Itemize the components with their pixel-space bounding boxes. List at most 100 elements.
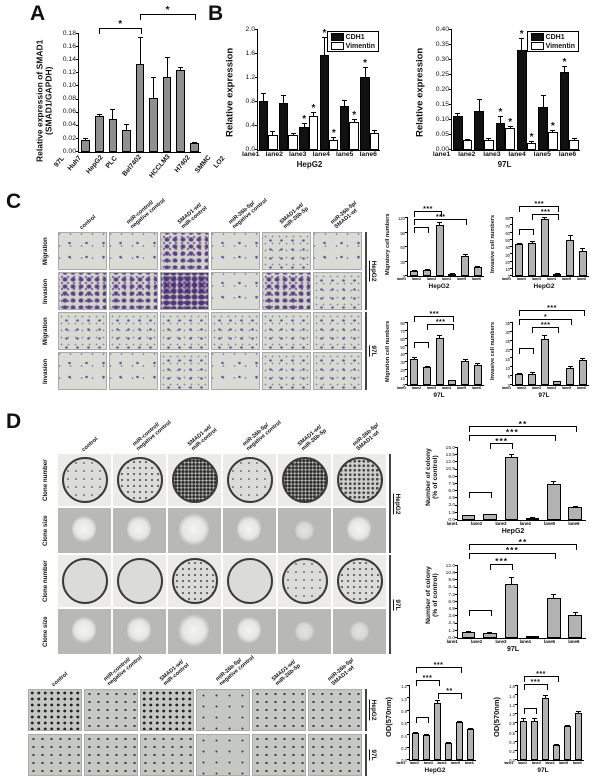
bar	[455, 722, 464, 760]
error-bar	[123, 124, 129, 131]
error-bar	[475, 266, 481, 268]
row-label	[12, 689, 26, 731]
bar	[452, 115, 463, 150]
significance-bracket	[414, 227, 429, 234]
y-tick-mark	[515, 712, 518, 714]
bar-group	[551, 323, 564, 385]
y-tick-label: 7.2	[448, 592, 455, 598]
bar-with-error	[122, 124, 131, 152]
plot-area: * * * * * * CDH1 Vimentin	[255, 29, 380, 151]
error-bar	[554, 380, 560, 382]
transwell-micrograph	[262, 352, 311, 390]
bar-with-error	[578, 358, 587, 385]
transwell-micrograph	[262, 232, 311, 270]
error-bar	[151, 76, 157, 99]
bar-with-error: *	[319, 29, 330, 150]
transwell-micrograph	[313, 312, 362, 350]
y-tick-label: 1.2	[448, 628, 455, 634]
significance-stars: ***	[495, 556, 509, 567]
group-label: 97L	[370, 749, 377, 761]
bar-group	[433, 218, 446, 276]
y-tick-mark	[515, 703, 518, 705]
cell-micrograph	[140, 734, 194, 776]
error-bar	[191, 142, 197, 144]
significance-star: *	[498, 106, 503, 118]
error-bar	[486, 138, 492, 140]
bar-with-error	[553, 273, 562, 276]
colony-micrograph	[333, 609, 386, 654]
y-tick-label: 0.10	[435, 115, 449, 123]
treatment-header: miR-26b-5p/ negative control	[241, 420, 283, 453]
bar	[422, 269, 432, 276]
group-bracket	[365, 734, 367, 776]
significance-stars: ***	[536, 670, 546, 678]
x-tick-label: lane2	[517, 385, 526, 390]
y-tick-mark	[76, 151, 79, 152]
significance-stars: **	[518, 418, 528, 429]
y-axis: 0.0 0.2 0.4 0.6 0.8 1.0 1.2 1.4 1.6	[502, 685, 517, 763]
culture-dish-image	[168, 454, 221, 506]
bar-with-error	[460, 359, 470, 385]
bar-with-error	[525, 635, 540, 638]
bar-group	[120, 34, 134, 152]
y-tick-label: 0.12	[62, 69, 76, 77]
significance-bracket	[414, 341, 429, 348]
petri-dish	[61, 457, 108, 503]
y-tick-mark	[455, 504, 458, 506]
bar-group	[443, 686, 454, 760]
y-tick-label: 50	[505, 238, 510, 244]
culture-dish-image	[223, 555, 276, 607]
bar-group: *	[537, 30, 558, 150]
significance-bracket: ***	[532, 209, 560, 220]
petri-dish	[336, 558, 383, 604]
error-bar	[580, 248, 586, 251]
bar	[462, 140, 473, 150]
y-tick-mark	[405, 322, 408, 323]
significance-bracket: ***	[415, 662, 462, 673]
y-tick-label: 0.40	[435, 25, 449, 33]
bar-group: *	[339, 30, 359, 150]
error-bar	[178, 67, 184, 71]
y-tick-label: 30	[400, 360, 405, 366]
x-tick-label: lane3	[532, 385, 541, 390]
y-tick-label: 0.14	[62, 55, 76, 63]
bar	[547, 483, 561, 520]
transwell-micrograph	[58, 312, 107, 350]
y-tick-mark	[515, 694, 518, 696]
y-tick-mark	[405, 360, 408, 362]
y-tick-mark	[455, 593, 458, 595]
transwell-micrograph	[211, 232, 260, 270]
97l-invasion-chart: Invasive cell numbers 0 5 10 15 20 25 30 35 *** * *…	[489, 303, 589, 399]
y-tick-label: 0.8	[245, 97, 255, 105]
error-bar	[468, 727, 473, 730]
bar-with-error	[569, 138, 580, 150]
bar-with-error	[448, 379, 457, 385]
significance-bracket: ***	[415, 675, 440, 686]
error-bar	[554, 743, 559, 745]
y-tick-mark	[510, 217, 513, 218]
error-bar	[462, 254, 468, 256]
y-tick-mark	[405, 275, 408, 276]
bar	[461, 632, 476, 638]
bar-group: * *	[299, 30, 319, 150]
bar-with-error	[540, 216, 549, 276]
error-bar	[110, 109, 116, 120]
significance-star: *	[302, 114, 307, 126]
bar	[288, 135, 298, 150]
error-bar	[567, 366, 573, 369]
error-bar	[455, 112, 461, 116]
bar-group	[479, 566, 500, 638]
y-axis-label: Number of colony (% of control)	[424, 566, 439, 625]
bar	[473, 364, 482, 385]
bar	[530, 720, 539, 760]
group-bracket	[365, 232, 367, 310]
culture-dish-image	[223, 454, 276, 506]
mtt-image-grid: control miR-control/ negative control SMAD…	[12, 655, 377, 779]
cell-micrograph	[28, 689, 82, 731]
x-tick-label: lane5	[451, 760, 460, 765]
bar-with-error	[433, 699, 442, 760]
y-tick-mark	[405, 337, 408, 339]
x-tick-label: lane1	[502, 385, 511, 390]
legend-label: Vimentin	[545, 42, 575, 50]
error-bar	[437, 335, 443, 338]
